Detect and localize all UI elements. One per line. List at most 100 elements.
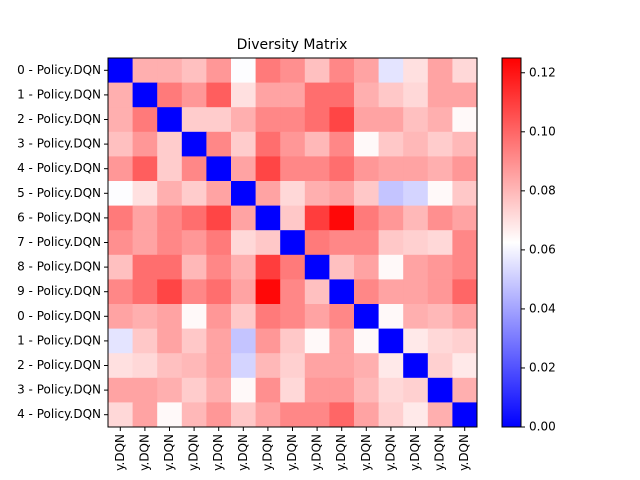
heatmap-cell <box>108 279 134 305</box>
heatmap-cell <box>452 328 478 354</box>
heatmap-cell <box>378 58 404 84</box>
heatmap-cell <box>427 279 453 305</box>
heatmap-cell <box>181 230 207 256</box>
heatmap-cell <box>427 254 453 280</box>
heatmap-cell <box>354 279 380 305</box>
heatmap-cell <box>255 254 281 280</box>
heatmap-cell <box>206 254 232 280</box>
heatmap-cell <box>354 254 380 280</box>
heatmap-cell <box>378 377 404 403</box>
heatmap-cell <box>132 205 158 231</box>
heatmap-cell <box>354 230 380 256</box>
heatmap-cell <box>280 131 306 157</box>
heatmap-cell <box>255 181 281 207</box>
heatmap-cell <box>329 230 355 256</box>
heatmap-cell <box>181 107 207 133</box>
heatmap-cell <box>403 328 429 354</box>
heatmap-cell <box>181 279 207 305</box>
heatmap-cell <box>157 328 183 354</box>
heatmap-cell <box>427 181 453 207</box>
heatmap-cell <box>108 402 134 428</box>
heatmap-cell <box>329 353 355 379</box>
heatmap-cell <box>354 107 380 133</box>
row-tick-label: 8 - Policy.DQN <box>17 260 101 274</box>
heatmap-cell <box>181 156 207 182</box>
heatmap-cell <box>157 131 183 157</box>
row-tick-label: 5 - Policy.DQN <box>17 186 101 200</box>
heatmap-cell <box>329 205 355 231</box>
heatmap-cell <box>427 328 453 354</box>
heatmap-cell <box>452 82 478 108</box>
heatmap-cell <box>231 304 257 330</box>
heatmap-cell <box>108 230 134 256</box>
heatmap-cell <box>108 304 134 330</box>
col-tick-label: y.DQN <box>433 434 447 471</box>
heatmap-cell <box>157 353 183 379</box>
heatmap-cell <box>354 328 380 354</box>
heatmap-cell <box>255 279 281 305</box>
heatmap-cell <box>206 402 232 428</box>
heatmap-cell <box>378 353 404 379</box>
heatmap-cell <box>231 205 257 231</box>
heatmap-cell <box>427 377 453 403</box>
heatmap-cell <box>181 304 207 330</box>
colorbar-ticks: 0.00 0.02 0.04 0.06 0.08 0.10 0.12 <box>521 65 556 434</box>
heatmap-cell <box>354 156 380 182</box>
heatmap-cell <box>255 156 281 182</box>
heatmap-cell <box>427 402 453 428</box>
heatmap-cell <box>231 254 257 280</box>
heatmap-cell <box>181 377 207 403</box>
heatmap-cell <box>329 181 355 207</box>
heatmap-cell <box>206 279 232 305</box>
heatmap-cell <box>329 402 355 428</box>
heatmap-cell <box>452 353 478 379</box>
heatmap-cell <box>108 156 134 182</box>
heatmap-cell <box>108 58 134 84</box>
row-tick-label: 0 - Policy.DQN <box>17 309 101 323</box>
heatmap-cell <box>255 82 281 108</box>
row-tick-label: 2 - Policy.DQN <box>17 112 101 126</box>
col-tick-label: y.DQN <box>383 434 397 471</box>
heatmap-cell <box>452 205 478 231</box>
colorbar-tick-label: 0.04 <box>529 301 556 315</box>
heatmap-cell <box>231 353 257 379</box>
heatmap-cell <box>329 107 355 133</box>
heatmap-cell <box>427 353 453 379</box>
heatmap-cell <box>452 107 478 133</box>
col-tick-label: y.DQN <box>457 434 471 471</box>
heatmap-cell <box>403 304 429 330</box>
heatmap-cell <box>329 328 355 354</box>
heatmap-cell <box>157 205 183 231</box>
heatmap-cell <box>206 107 232 133</box>
heatmap-cell <box>427 205 453 231</box>
heatmap-cell <box>329 131 355 157</box>
heatmap-cell <box>206 131 232 157</box>
heatmap-cell <box>157 254 183 280</box>
heatmap-cell <box>378 254 404 280</box>
heatmap-cell <box>181 402 207 428</box>
heatmap-cell <box>157 230 183 256</box>
heatmap-cell <box>206 353 232 379</box>
heatmap-cell <box>452 254 478 280</box>
heatmap-cell <box>231 58 257 84</box>
heatmap-cell <box>157 58 183 84</box>
heatmap-cell <box>403 131 429 157</box>
heatmap-cell <box>132 230 158 256</box>
heatmap-cell <box>280 353 306 379</box>
heatmap-cell <box>206 205 232 231</box>
heatmap-cell <box>132 328 158 354</box>
col-tick-label: y.DQN <box>285 434 299 471</box>
heatmap-cell <box>255 205 281 231</box>
col-tick-label: y.DQN <box>236 434 250 471</box>
heatmap-cell <box>378 131 404 157</box>
heatmap-cell <box>157 82 183 108</box>
heatmap-cell <box>403 230 429 256</box>
heatmap-cell <box>280 82 306 108</box>
heatmap-cell <box>280 328 306 354</box>
heatmap-cells <box>108 58 478 428</box>
heatmap-cell <box>181 58 207 84</box>
colorbar-tick-label: 0.00 <box>529 420 556 434</box>
col-tick-label: y.DQN <box>334 434 348 471</box>
heatmap-cell <box>132 156 158 182</box>
heatmap-cell <box>108 328 134 354</box>
